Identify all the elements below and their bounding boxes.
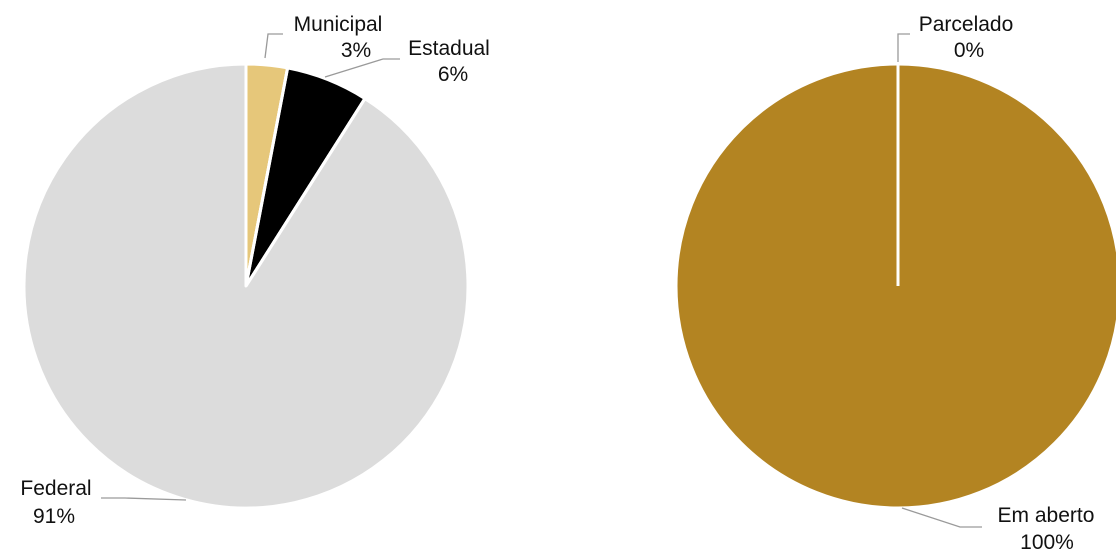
slice-value-estadual: 6% — [438, 63, 468, 86]
slice-label-federal: Federal — [20, 477, 91, 500]
slice-separator-estadual — [244, 67, 290, 287]
slice-label-parcelado: Parcelado — [919, 13, 1014, 36]
pie-slice-em-aberto — [674, 62, 1116, 510]
slice-label-estadual: Estadual — [408, 37, 490, 60]
leader-line-parcelado — [897, 33, 910, 62]
leader-line-federal — [101, 497, 187, 501]
leader-line-estadual — [324, 58, 400, 78]
pie-chart-1: Municipal 3% Estadual 6% Federal 91% — [20, 13, 489, 528]
slice-separator-federal — [244, 97, 367, 287]
slice-label-em-aberto: Em aberto — [998, 504, 1095, 527]
slice-label-municipal: Municipal — [294, 13, 383, 36]
slice-value-municipal: 3% — [341, 39, 371, 62]
slice-value-federal: 91% — [33, 505, 75, 528]
leader-line-municipal — [264, 33, 283, 59]
slice-value-em-aberto: 100% — [1020, 531, 1074, 554]
leader-line-em-aberto — [901, 507, 982, 528]
slice-value-parcelado: 0% — [954, 39, 984, 62]
pie-chart-2: Parcelado 0% Em aberto 100% — [674, 13, 1116, 554]
pie-slice-federal — [22, 62, 470, 510]
